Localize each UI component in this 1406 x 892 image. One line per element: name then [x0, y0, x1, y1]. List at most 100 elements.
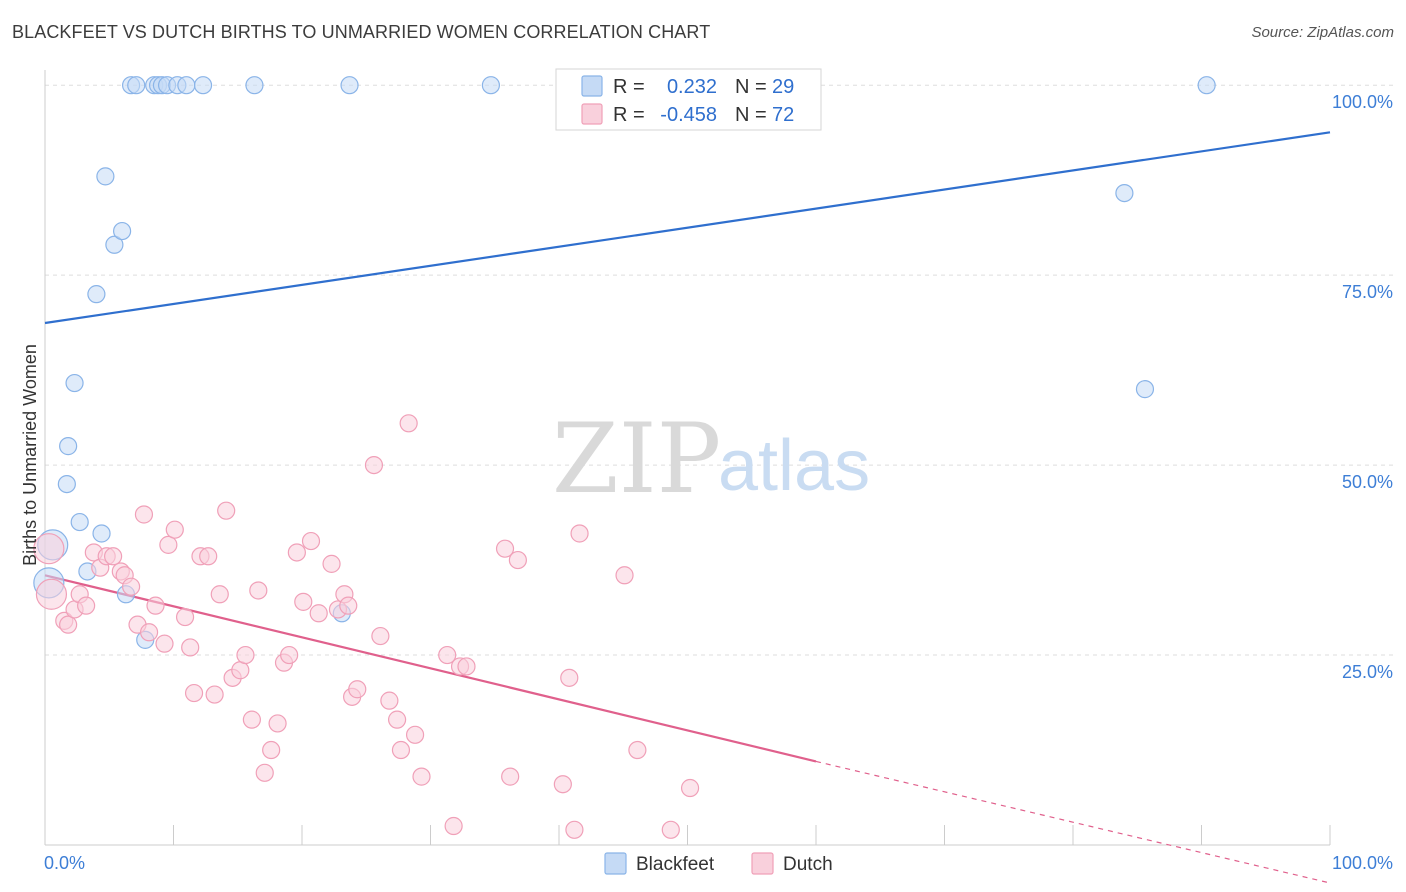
point-dutch: [560, 668, 579, 687]
point-blackfeet: [57, 474, 76, 494]
point-blackfeet: [59, 437, 78, 456]
point-dutch: [661, 820, 680, 839]
point-dutch: [59, 615, 78, 634]
point-dutch: [495, 539, 515, 558]
point-dutch: [412, 767, 431, 786]
point-blackfeet: [70, 512, 89, 532]
stats-legend-swatch-blackfeet: [581, 75, 603, 97]
point-dutch: [139, 623, 159, 642]
point-dutch: [364, 455, 384, 475]
point-dutch: [184, 683, 204, 703]
point-dutch: [391, 740, 411, 760]
point-dutch: [33, 533, 65, 565]
point-dutch: [236, 645, 255, 665]
series-legend: Blackfeet Dutch: [604, 852, 833, 875]
point-blackfeet: [177, 76, 196, 95]
data-points: [33, 76, 1216, 839]
trend-line-blackfeet: [44, 131, 1331, 325]
y-tick-label-100: 100.0%: [1332, 92, 1393, 112]
y-tick-labels: 25.0% 50.0% 75.0% 100.0%: [1332, 92, 1393, 682]
watermark-atlas: atlas: [718, 426, 870, 506]
point-dutch: [35, 578, 68, 610]
point-dutch: [309, 604, 328, 623]
watermark: ZIP atlas: [552, 403, 870, 515]
point-dutch: [217, 501, 236, 520]
trend-line-dutch: [44, 574, 817, 763]
stats-legend-n-label-dutch: N =: [735, 104, 767, 126]
point-blackfeet: [481, 76, 500, 95]
trend-line-extension-dutch: [815, 760, 1331, 884]
point-dutch: [565, 820, 584, 839]
point-dutch: [348, 680, 367, 699]
point-dutch: [380, 691, 399, 710]
watermark-zip: ZIP: [552, 403, 721, 515]
point-dutch: [405, 725, 425, 744]
point-dutch: [301, 531, 321, 551]
y-tick-label-75: 75.0%: [1342, 282, 1393, 302]
chart-source: Source: ZipAtlas.com: [1251, 24, 1394, 41]
point-dutch: [165, 520, 184, 539]
point-dutch: [438, 645, 457, 665]
y-tick-label-50: 50.0%: [1342, 472, 1393, 492]
point-dutch: [553, 775, 572, 794]
point-blackfeet: [87, 285, 106, 304]
point-dutch: [134, 505, 154, 524]
x-tick-label-max: 100.0%: [1332, 853, 1393, 873]
point-dutch: [322, 554, 341, 573]
x-tick-label-min: 0.0%: [44, 853, 85, 873]
trend-lines: [44, 131, 1331, 884]
point-blackfeet: [92, 524, 111, 543]
series-legend-label-blackfeet: Blackfeet: [636, 854, 715, 875]
point-dutch: [287, 543, 306, 562]
point-dutch: [104, 547, 123, 566]
point-dutch: [262, 740, 281, 760]
point-dutch: [199, 547, 218, 566]
point-dutch: [249, 581, 268, 600]
point-dutch: [680, 778, 700, 798]
point-dutch: [444, 816, 463, 836]
point-blackfeet: [1115, 183, 1134, 203]
point-dutch: [210, 585, 229, 604]
point-dutch: [77, 596, 96, 615]
stats-legend-r-value-blackfeet: 0.232: [667, 76, 717, 98]
chart-title: BLACKFEET VS DUTCH BIRTHS TO UNMARRIED W…: [12, 22, 711, 42]
y-axis-title: Births to Unmarried Women: [20, 344, 40, 566]
stats-legend-r-label-dutch: R =: [613, 104, 645, 126]
point-blackfeet: [127, 76, 146, 95]
point-dutch: [628, 740, 647, 760]
point-dutch: [280, 645, 299, 665]
point-dutch: [159, 535, 178, 554]
axes: [44, 70, 1331, 846]
point-dutch: [242, 710, 261, 729]
point-dutch: [339, 596, 358, 615]
point-blackfeet: [1135, 380, 1155, 399]
series-legend-label-dutch: Dutch: [783, 854, 833, 875]
point-blackfeet: [245, 76, 264, 95]
point-blackfeet: [112, 221, 132, 241]
point-dutch: [457, 657, 476, 676]
series-legend-swatch-blackfeet: [604, 852, 627, 875]
point-blackfeet: [96, 167, 115, 186]
point-blackfeet: [1197, 76, 1216, 95]
stats-legend-n-label-blackfeet: N =: [735, 76, 767, 98]
point-dutch: [181, 638, 200, 657]
point-blackfeet: [65, 373, 84, 393]
point-dutch: [255, 763, 274, 782]
stats-legend-n-value-blackfeet: 29: [772, 76, 794, 98]
point-dutch: [508, 550, 527, 570]
point-dutch: [615, 566, 634, 585]
point-dutch: [268, 714, 287, 733]
point-blackfeet: [193, 76, 213, 95]
stats-legend: R = 0.232 N = 29 R = -0.458 N = 72: [555, 68, 822, 131]
point-blackfeet: [105, 235, 124, 254]
point-dutch: [205, 685, 224, 704]
point-blackfeet: [340, 76, 359, 95]
point-dutch: [371, 626, 390, 646]
point-dutch: [294, 592, 313, 611]
stats-legend-n-value-dutch: 72: [772, 104, 794, 126]
point-dutch: [399, 414, 418, 433]
point-dutch: [146, 596, 165, 615]
point-dutch: [501, 767, 520, 786]
series-legend-swatch-dutch: [751, 852, 774, 875]
point-dutch: [121, 577, 141, 596]
